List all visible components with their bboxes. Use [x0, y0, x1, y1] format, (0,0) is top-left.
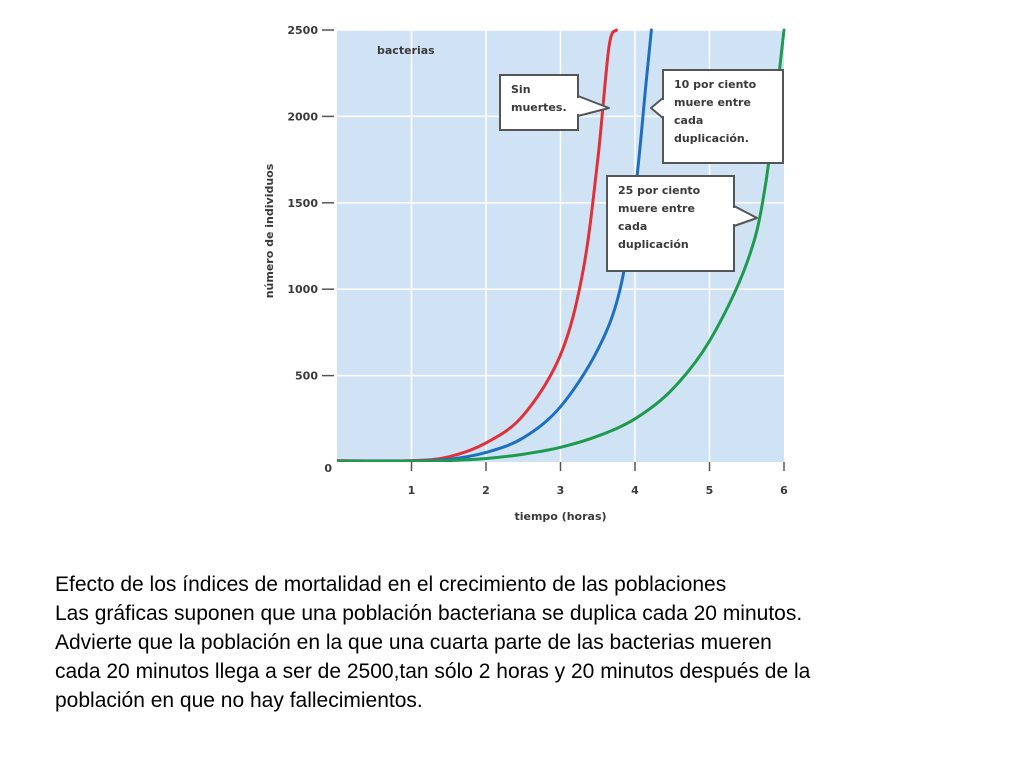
caption-title: Efecto de los índices de mortalidad en e… — [55, 573, 727, 596]
callout-text: 25 por ciento — [618, 184, 701, 197]
callout-sin-muertes: Sin muertes. — [499, 74, 610, 131]
x-axis-title: tiempo (horas) — [514, 510, 606, 523]
y-tick-label: 0 — [324, 462, 332, 475]
y-tick-label: 1500 — [287, 197, 318, 210]
x-tick-label: 5 — [706, 484, 714, 497]
callout-text: muertes. — [511, 101, 567, 114]
callout-text: duplicación. — [674, 132, 749, 145]
series-line-veinticinco-por-ciento — [337, 28, 786, 462]
callout-box — [662, 69, 784, 164]
callout-text: muere entre — [618, 202, 695, 215]
callout-text: duplicación — [618, 238, 689, 251]
x-tick-label: 6 — [780, 484, 788, 497]
x-tick-label: 3 — [557, 484, 565, 497]
caption: Efecto de los índices de mortalidad en e… — [55, 570, 1005, 715]
callout-text: Sin — [511, 83, 531, 96]
population-growth-chart: 1 2 3 4 5 6 0 500 1000 1500 2000 2500 tiempo (horas)… — [263, 24, 788, 523]
caption-line-3: cada 20 minutos llega a ser de 2500,tan … — [55, 660, 811, 683]
callout-text: cada — [674, 114, 703, 127]
series-group — [337, 28, 786, 462]
callout-text: 10 por ciento — [674, 78, 757, 91]
caption-line-1: Las gráficas suponen que una población b… — [55, 602, 803, 625]
y-tick-label: 2000 — [287, 110, 318, 123]
callout-text: cada — [618, 220, 647, 233]
x-tick-label: 1 — [408, 484, 416, 497]
x-tick-label: 2 — [482, 484, 490, 497]
caption-line-4: población en que no hay fallecimientos. — [55, 689, 423, 712]
x-tick-label: 4 — [631, 484, 639, 497]
caption-line-2: Advierte que la población en la que una … — [55, 631, 772, 654]
y-tick-label: 500 — [295, 370, 318, 383]
plot-label: bacterias — [377, 44, 435, 57]
y-tick-label: 2500 — [287, 24, 318, 37]
callout-text: muere entre — [674, 96, 751, 109]
callout-diez-por-ciento: 10 por ciento muere entre cada duplicación. — [650, 69, 784, 164]
y-axis-title: número de individuos — [263, 163, 276, 298]
callout-veinticinco-por-ciento: 25 por ciento muere entre cada duplicación — [606, 175, 758, 272]
y-tick-label: 1000 — [287, 283, 318, 296]
